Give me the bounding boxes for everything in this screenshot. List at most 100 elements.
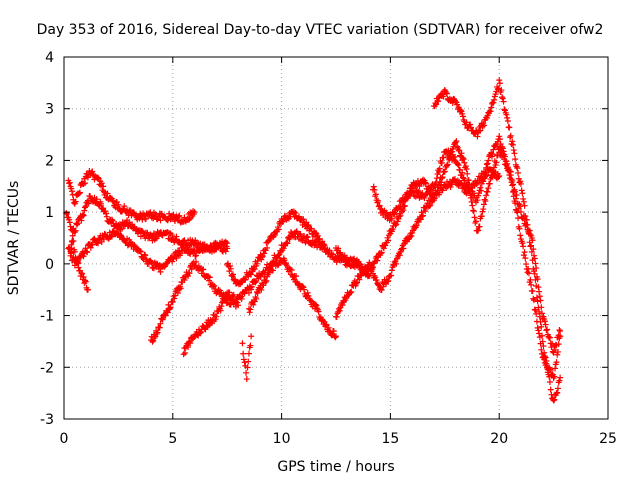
data-point [408, 232, 415, 239]
data-point [95, 174, 102, 181]
data-point [455, 146, 462, 153]
data-point [401, 198, 408, 205]
series-track-11 [333, 138, 564, 382]
data-point [519, 240, 526, 247]
data-point [192, 253, 199, 260]
data-point [427, 202, 434, 209]
data-point [80, 253, 87, 260]
data-point [522, 255, 529, 262]
data-point [197, 330, 204, 337]
data-point [264, 244, 271, 251]
data-point [137, 248, 144, 255]
data-point [507, 132, 514, 139]
data-point [464, 170, 471, 177]
data-point [100, 183, 107, 190]
data-point [554, 389, 561, 396]
data-point [546, 379, 553, 386]
data-point [68, 188, 75, 195]
series-track-8 [239, 333, 255, 383]
data-point [332, 334, 339, 341]
data-point [541, 318, 548, 325]
data-point [525, 230, 532, 237]
data-point [253, 260, 260, 267]
data-point [430, 187, 437, 194]
data-point [531, 268, 538, 275]
data-point [316, 235, 323, 242]
data-point [539, 338, 546, 345]
data-point [538, 346, 545, 353]
data-point [85, 200, 92, 207]
data-point [293, 273, 300, 280]
data-point [522, 213, 529, 220]
data-point [280, 245, 287, 252]
data-point [436, 165, 443, 172]
data-point [97, 200, 104, 207]
data-point [66, 216, 73, 223]
data-point [188, 266, 195, 273]
data-point [484, 160, 491, 167]
data-point [217, 307, 224, 314]
data-point [388, 272, 395, 279]
data-point [533, 282, 540, 289]
data-point [554, 351, 561, 358]
data-point [74, 220, 81, 227]
data-point [495, 174, 502, 181]
data-point [241, 359, 248, 366]
data-point [248, 286, 255, 293]
data-point [211, 282, 218, 289]
data-point [89, 241, 96, 248]
data-point [254, 258, 261, 265]
data-point [518, 187, 525, 194]
data-point [357, 261, 364, 268]
data-point [137, 233, 144, 240]
data-point [400, 245, 407, 252]
data-point [521, 249, 528, 256]
data-point [283, 239, 290, 246]
data-point [467, 121, 474, 128]
data-point [452, 139, 459, 146]
series-track-9 [245, 255, 339, 341]
y-tick-label: -1 [40, 309, 54, 325]
data-point [200, 266, 207, 273]
data-point [81, 207, 88, 214]
data-point [239, 340, 246, 347]
data-point [433, 190, 440, 197]
data-point [103, 213, 110, 220]
data-point [435, 98, 442, 105]
data-point [157, 217, 164, 224]
data-point [76, 190, 83, 197]
data-point [536, 313, 543, 320]
x-tick-label: 15 [381, 431, 399, 447]
data-point [98, 180, 105, 187]
data-point [540, 342, 547, 349]
y-axis-label: SDTVAR / TECUs [6, 181, 22, 296]
data-point [438, 160, 445, 167]
data-point [490, 99, 497, 106]
data-point [512, 195, 519, 202]
data-point [363, 267, 370, 274]
data-point [475, 227, 482, 234]
data-point [517, 232, 524, 239]
data-point [248, 283, 255, 290]
y-tick-label: 3 [45, 102, 54, 118]
data-point [467, 124, 474, 131]
series-track-7 [224, 208, 372, 288]
data-point [509, 138, 516, 145]
data-point [265, 238, 272, 245]
data-point [422, 208, 429, 215]
data-point [496, 136, 503, 143]
data-point [496, 80, 503, 87]
data-point [546, 373, 553, 380]
data-point [121, 203, 128, 210]
data-point [69, 232, 76, 239]
data-point [132, 243, 139, 250]
data-point [78, 217, 85, 224]
data-point [507, 172, 514, 179]
data-point [438, 175, 445, 182]
data-point [504, 167, 511, 174]
data-point [514, 165, 521, 172]
data-point [528, 281, 535, 288]
data-point [72, 254, 79, 261]
data-point [156, 324, 163, 331]
axes: 0 5 10 15 20 25 -3 -2 -1 0 1 2 3 4 [40, 50, 617, 447]
